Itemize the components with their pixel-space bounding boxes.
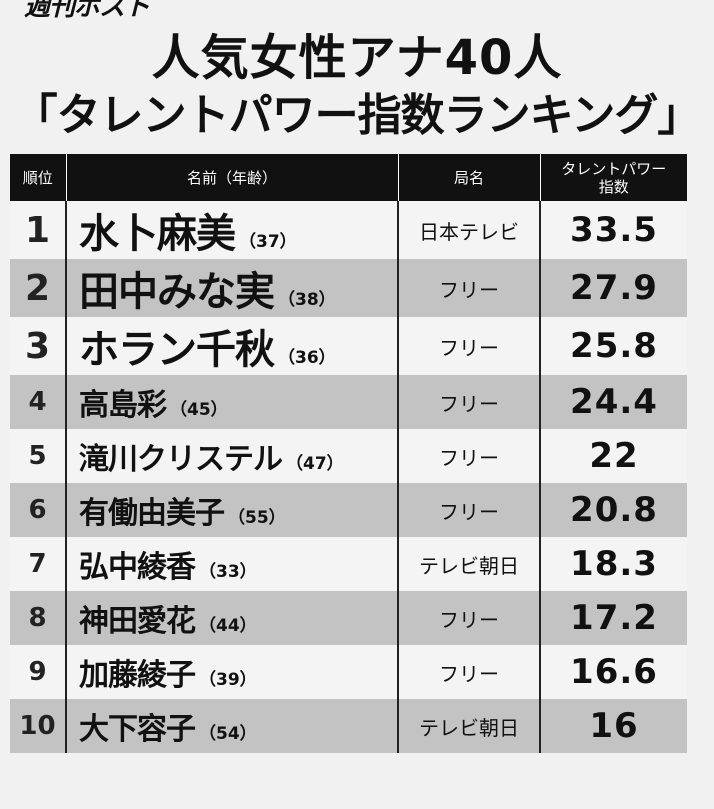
rank-number: 4 [10, 375, 66, 429]
table-header-row: 順位 名前（年齢） 局名 タレントパワー 指数 [10, 154, 687, 201]
name-cell: 有働由美子 （55） [65, 483, 398, 537]
announcer-name: 田中みな実 [79, 269, 275, 315]
name-cell: 滝川クリステル （47） [65, 429, 398, 483]
header-power-index: タレントパワー 指数 [539, 154, 687, 201]
announcer-name: 弘中綾香 [79, 550, 196, 585]
rank-number: 5 [10, 429, 66, 483]
announcer-age: （37） [239, 232, 297, 252]
announcer-age: （38） [278, 290, 336, 310]
name-cell: 水卜麻美 （37） [65, 201, 398, 259]
announcer-name: 神田愛花 [79, 604, 196, 639]
power-score: 17.2 [539, 591, 687, 645]
announcer-name: 水卜麻美 [79, 211, 236, 257]
table-row: 2 田中みな実 （38） フリー 27.9 [10, 259, 687, 317]
rank-number: 8 [10, 591, 66, 645]
table-row: 5 滝川クリステル （47） フリー 22 [10, 429, 687, 483]
name-cell: 加藤綾子 （39） [65, 645, 398, 699]
power-score: 24.4 [539, 375, 687, 429]
announcer-age: （44） [199, 616, 257, 636]
station-cell: フリー [397, 483, 540, 537]
table-row: 10 大下容子 （54） テレビ朝日 16 [10, 699, 687, 753]
table-row: 3 ホラン千秋 （36） フリー 25.8 [10, 317, 687, 375]
rank-number: 3 [10, 317, 66, 375]
announcer-name: ホラン千秋 [79, 327, 275, 373]
table-row: 8 神田愛花 （44） フリー 17.2 [10, 591, 687, 645]
power-score: 16 [539, 699, 687, 753]
station-cell: フリー [397, 645, 540, 699]
name-cell: 高島彩 （45） [65, 375, 398, 429]
rank-number: 7 [10, 537, 66, 591]
power-score: 33.5 [539, 201, 687, 259]
table-row: 6 有働由美子 （55） フリー 20.8 [10, 483, 687, 537]
power-score: 16.6 [539, 645, 687, 699]
rank-number: 9 [10, 645, 66, 699]
table-row: 7 弘中綾香 （33） テレビ朝日 18.3 [10, 537, 687, 591]
announcer-name: 滝川クリステル [79, 442, 283, 477]
station-cell: フリー [397, 591, 540, 645]
announcer-name: 高島彩 [79, 388, 167, 423]
header-rank: 順位 [10, 154, 66, 201]
page-subtitle: 「タレントパワー指数ランキング」 [13, 90, 702, 141]
power-score: 27.9 [539, 259, 687, 317]
name-cell: 大下容子 （54） [65, 699, 398, 753]
magazine-name-fragment: 週刊ポスト [24, 0, 150, 22]
station-cell: フリー [397, 259, 540, 317]
announcer-name: 大下容子 [79, 712, 196, 747]
rank-number: 10 [10, 699, 66, 753]
header-power-line1: タレントパワー [561, 159, 667, 178]
announcer-age: （45） [170, 400, 228, 420]
table-row: 9 加藤綾子 （39） フリー 16.6 [10, 645, 687, 699]
power-score: 22 [539, 429, 687, 483]
announcer-age: （47） [286, 454, 344, 474]
power-score: 25.8 [539, 317, 687, 375]
station-cell: フリー [397, 429, 540, 483]
ranking-table: 順位 名前（年齢） 局名 タレントパワー 指数 1 水卜麻美 （37） 日本テレビ… [10, 154, 687, 753]
name-cell: 弘中綾香 （33） [65, 537, 398, 591]
announcer-age: （39） [199, 670, 257, 690]
name-cell: 神田愛花 （44） [65, 591, 398, 645]
station-cell: テレビ朝日 [397, 537, 540, 591]
power-score: 20.8 [539, 483, 687, 537]
header-power-line2: 指数 [598, 177, 629, 196]
power-score: 18.3 [539, 537, 687, 591]
page-title: 人気女性アナ40人 [151, 30, 563, 86]
table-row: 4 高島彩 （45） フリー 24.4 [10, 375, 687, 429]
station-cell: テレビ朝日 [397, 699, 540, 753]
rank-number: 1 [10, 201, 66, 259]
announcer-age: （54） [199, 724, 257, 744]
header-station: 局名 [397, 154, 540, 201]
announcer-name: 有働由美子 [79, 496, 225, 531]
rank-number: 2 [10, 259, 66, 317]
announcer-age: （33） [199, 562, 257, 582]
name-cell: 田中みな実 （38） [65, 259, 398, 317]
header-name: 名前（年齢） [65, 154, 398, 201]
station-cell: フリー [397, 317, 540, 375]
station-cell: 日本テレビ [397, 201, 540, 259]
announcer-name: 加藤綾子 [79, 658, 196, 693]
station-cell: フリー [397, 375, 540, 429]
table-row: 1 水卜麻美 （37） 日本テレビ 33.5 [10, 201, 687, 259]
announcer-age: （36） [278, 348, 336, 368]
announcer-age: （55） [228, 508, 286, 528]
rank-number: 6 [10, 483, 66, 537]
name-cell: ホラン千秋 （36） [65, 317, 398, 375]
